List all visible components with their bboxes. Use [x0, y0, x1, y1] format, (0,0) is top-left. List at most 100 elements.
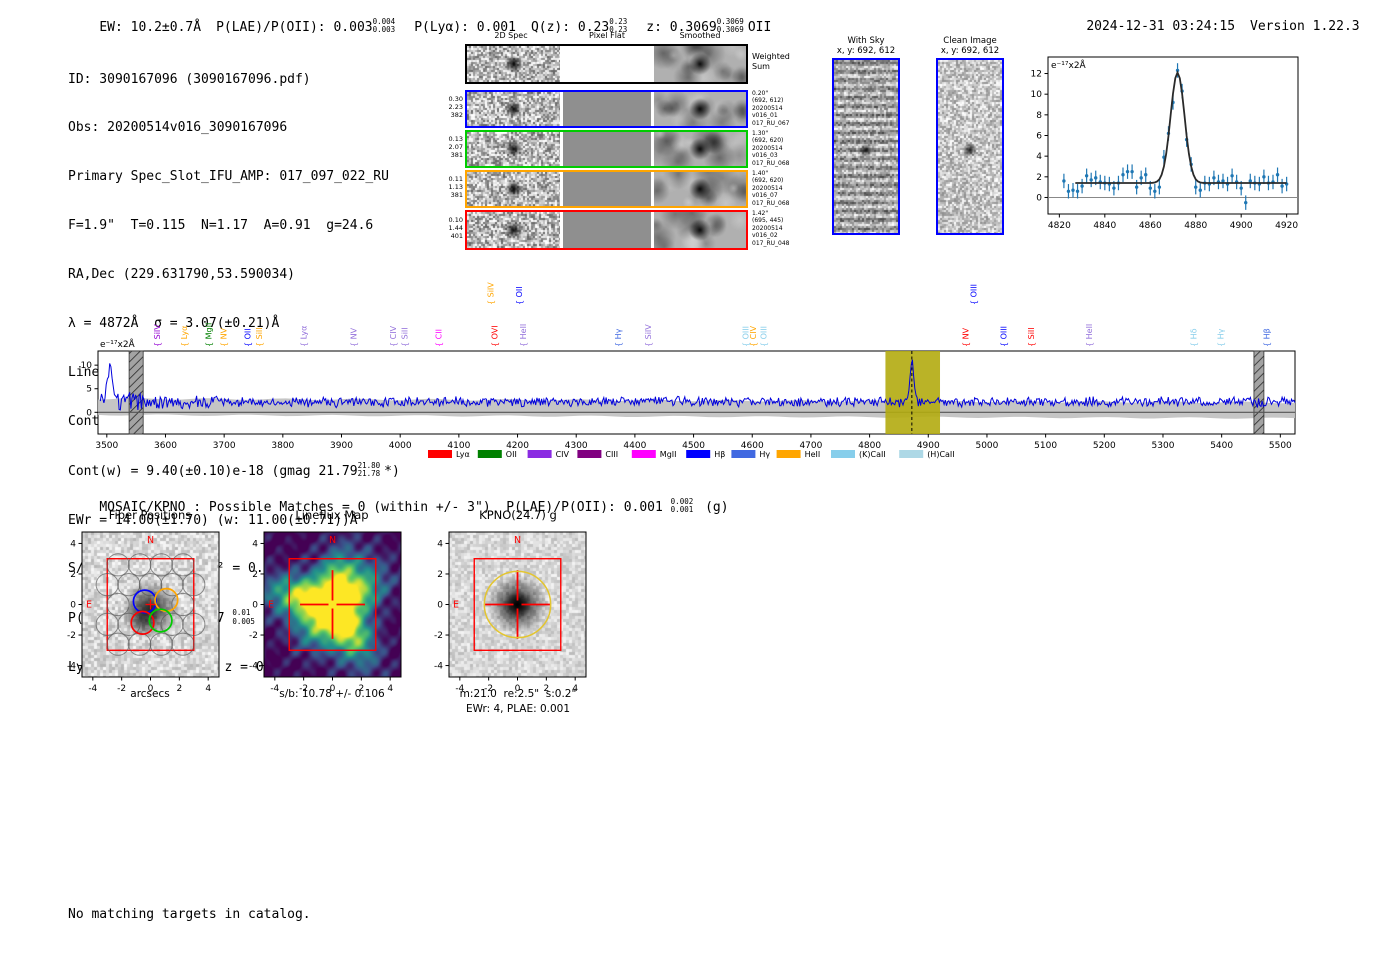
panel-x-tick-label: -2	[117, 684, 126, 694]
spectrum-x-tick-label: 3700	[213, 441, 236, 451]
emission-line-label: { NV	[220, 327, 229, 347]
spec2d-right-label: v016_01	[752, 112, 778, 120]
legend-label: MgII	[660, 450, 677, 459]
panel-y-tick-label: -2	[249, 631, 258, 641]
spec2d-row-right-labels: 1.42" (695, 445) 20200514 v016_02 017_RU_048	[752, 210, 789, 247]
fit-data-point	[1080, 184, 1084, 188]
spectrum-x-tick-label: 4400	[623, 441, 646, 451]
fit-data-point	[1280, 184, 1284, 188]
emission-line-label: { OIII	[760, 326, 769, 347]
fiber-circle	[117, 573, 141, 597]
legend-swatch	[527, 450, 552, 458]
panel-x-tick-label: -4	[88, 684, 97, 694]
spectrum-x-tick-label: 4100	[447, 441, 470, 451]
pixel-flat-cell	[563, 92, 651, 126]
fiber-circle	[95, 612, 119, 636]
panel-x-tick-label: 2	[543, 684, 549, 694]
fit-y-tick-label: 4	[1036, 152, 1042, 162]
masked-region	[128, 350, 144, 435]
legend-swatch	[731, 450, 756, 458]
spec2d-right-label: v016_02	[752, 232, 778, 240]
emission-line-label: { Lyα	[300, 326, 309, 347]
spec2d-right-label: v016_07	[752, 192, 778, 200]
spec2d-right-label: (692, 612)	[752, 97, 784, 105]
fit-data-point	[1121, 173, 1125, 177]
z-errors: 0.3069 0.3069	[716, 17, 744, 35]
panel-x-tick-label: -4	[270, 684, 279, 694]
fit-data-point	[1066, 189, 1071, 193]
spec2d-left-label: 0.11	[448, 175, 463, 183]
spec2d-left-label: 2.07	[448, 143, 463, 151]
kpno-caption-1: m:21.0 re:2.5" s:0.2"	[459, 688, 577, 700]
emission-line-label: { SiII	[255, 327, 264, 347]
spec2d-right-label: 20200514	[752, 224, 783, 232]
emission-line-label: { Hγ	[614, 328, 623, 347]
plya-value: P(Lyα): 0.001	[414, 19, 516, 35]
emission-line-label: { Hγ	[1217, 328, 1226, 347]
emission-line-label: { CIV	[389, 325, 398, 347]
spectrum-x-tick-label: 4900	[917, 441, 940, 451]
legend-swatch	[477, 450, 502, 458]
fit-data-point	[1275, 173, 1280, 177]
spec2d-row	[465, 170, 748, 208]
spec2d-right-label: 0.20"	[752, 90, 769, 97]
emission-line-label: { Lyα	[180, 326, 189, 347]
emission-line-label: { CIV	[749, 325, 758, 347]
fiber-circle	[138, 573, 163, 597]
spec2d-right-label: (692, 620)	[752, 177, 784, 185]
panel-y-tick-label: 2	[70, 570, 76, 580]
spec2d-cell-image	[467, 172, 560, 206]
emission-line-label: { Hδ	[1190, 328, 1199, 347]
fit-y-tick-label: 12	[1031, 70, 1042, 80]
fit-data-point	[1134, 185, 1139, 189]
fit-data-point	[1125, 169, 1130, 174]
panel-x-tick-label: 4	[205, 684, 211, 694]
spectrum-x-tick-label: 4500	[682, 441, 705, 451]
fiber-circle	[182, 612, 206, 636]
plae-poii-value: P(LAE)/P(OII): 0.003	[216, 19, 373, 35]
fiber-circle	[160, 612, 184, 636]
panel-x-tick-label: 0	[330, 684, 336, 694]
gmag-errors: 21.80 21.78	[357, 460, 381, 479]
lineflux-map-image	[264, 532, 401, 677]
plae-detail-errors: 0.01 0.005	[232, 608, 255, 626]
legend-swatch	[577, 450, 602, 458]
spectrum-x-tick-label: 4700	[799, 441, 822, 451]
emission-line-label: { SiII	[400, 327, 409, 347]
footer-notes: No matching targets in catalog. Row inte…	[68, 876, 311, 953]
fit-units-label: e⁻¹⁷x2Å	[1051, 59, 1087, 71]
panel-x-tick-label: 0	[515, 684, 521, 694]
fiber-positions-title: Fiber Positions	[108, 508, 192, 522]
panel-y-tick-label: 4	[70, 539, 76, 549]
spec2d-left-label: 382	[450, 111, 463, 119]
timestamp-version: 2024-12-31 03:24:15 Version 1.22.3	[1055, 4, 1359, 49]
spectrum-x-tick-label: 5000	[975, 441, 998, 451]
legend-label: CIII	[605, 450, 618, 459]
emission-line-label: { SiIV	[153, 324, 162, 347]
spec2d-right-label: (695, 445)	[752, 217, 784, 225]
detection-id: ID: 3090167096 (3090167096.pdf)	[68, 71, 311, 87]
emission-line-label: { HeII	[1085, 324, 1094, 347]
spec2d-right-label: 017_RU_048	[752, 239, 790, 247]
spec2d-left-label: 1.44	[448, 224, 463, 232]
spec2d-row-left-labels: 0.13 2.07 381	[441, 135, 463, 159]
wavelength-sigma: λ = 4872Å σ = 3.07(±0.21)Å	[68, 316, 280, 332]
fiber-circle	[160, 573, 184, 597]
fiber-circle	[171, 592, 195, 617]
panel-y-tick-label: -2	[67, 631, 76, 641]
kpno-image	[449, 532, 586, 677]
fit-data-point	[1062, 179, 1066, 183]
smoothed-cell-image	[654, 132, 746, 166]
spec2d-left-label: 1.13	[448, 183, 463, 191]
spec2d-row-left-labels: 0.11 1.13 381	[441, 175, 463, 199]
fit-data-point	[1139, 176, 1143, 180]
qz-value: Q(z): 0.23	[530, 19, 610, 35]
spectrum-x-tick-label: 4200	[506, 441, 529, 451]
spec2d-row	[465, 90, 748, 128]
spec-slot-ifu-amp: Primary Spec_Slot_IFU_AMP: 017_097_022_R…	[68, 169, 389, 185]
col-header-pixel-flat: Pixel Flat	[589, 31, 625, 40]
emission-line-label: { CII	[434, 329, 443, 347]
emission-line-label: { OVI	[491, 325, 500, 347]
panel-y-tick-label: 0	[70, 601, 76, 611]
spectrum-x-tick-label: 4800	[858, 441, 881, 451]
